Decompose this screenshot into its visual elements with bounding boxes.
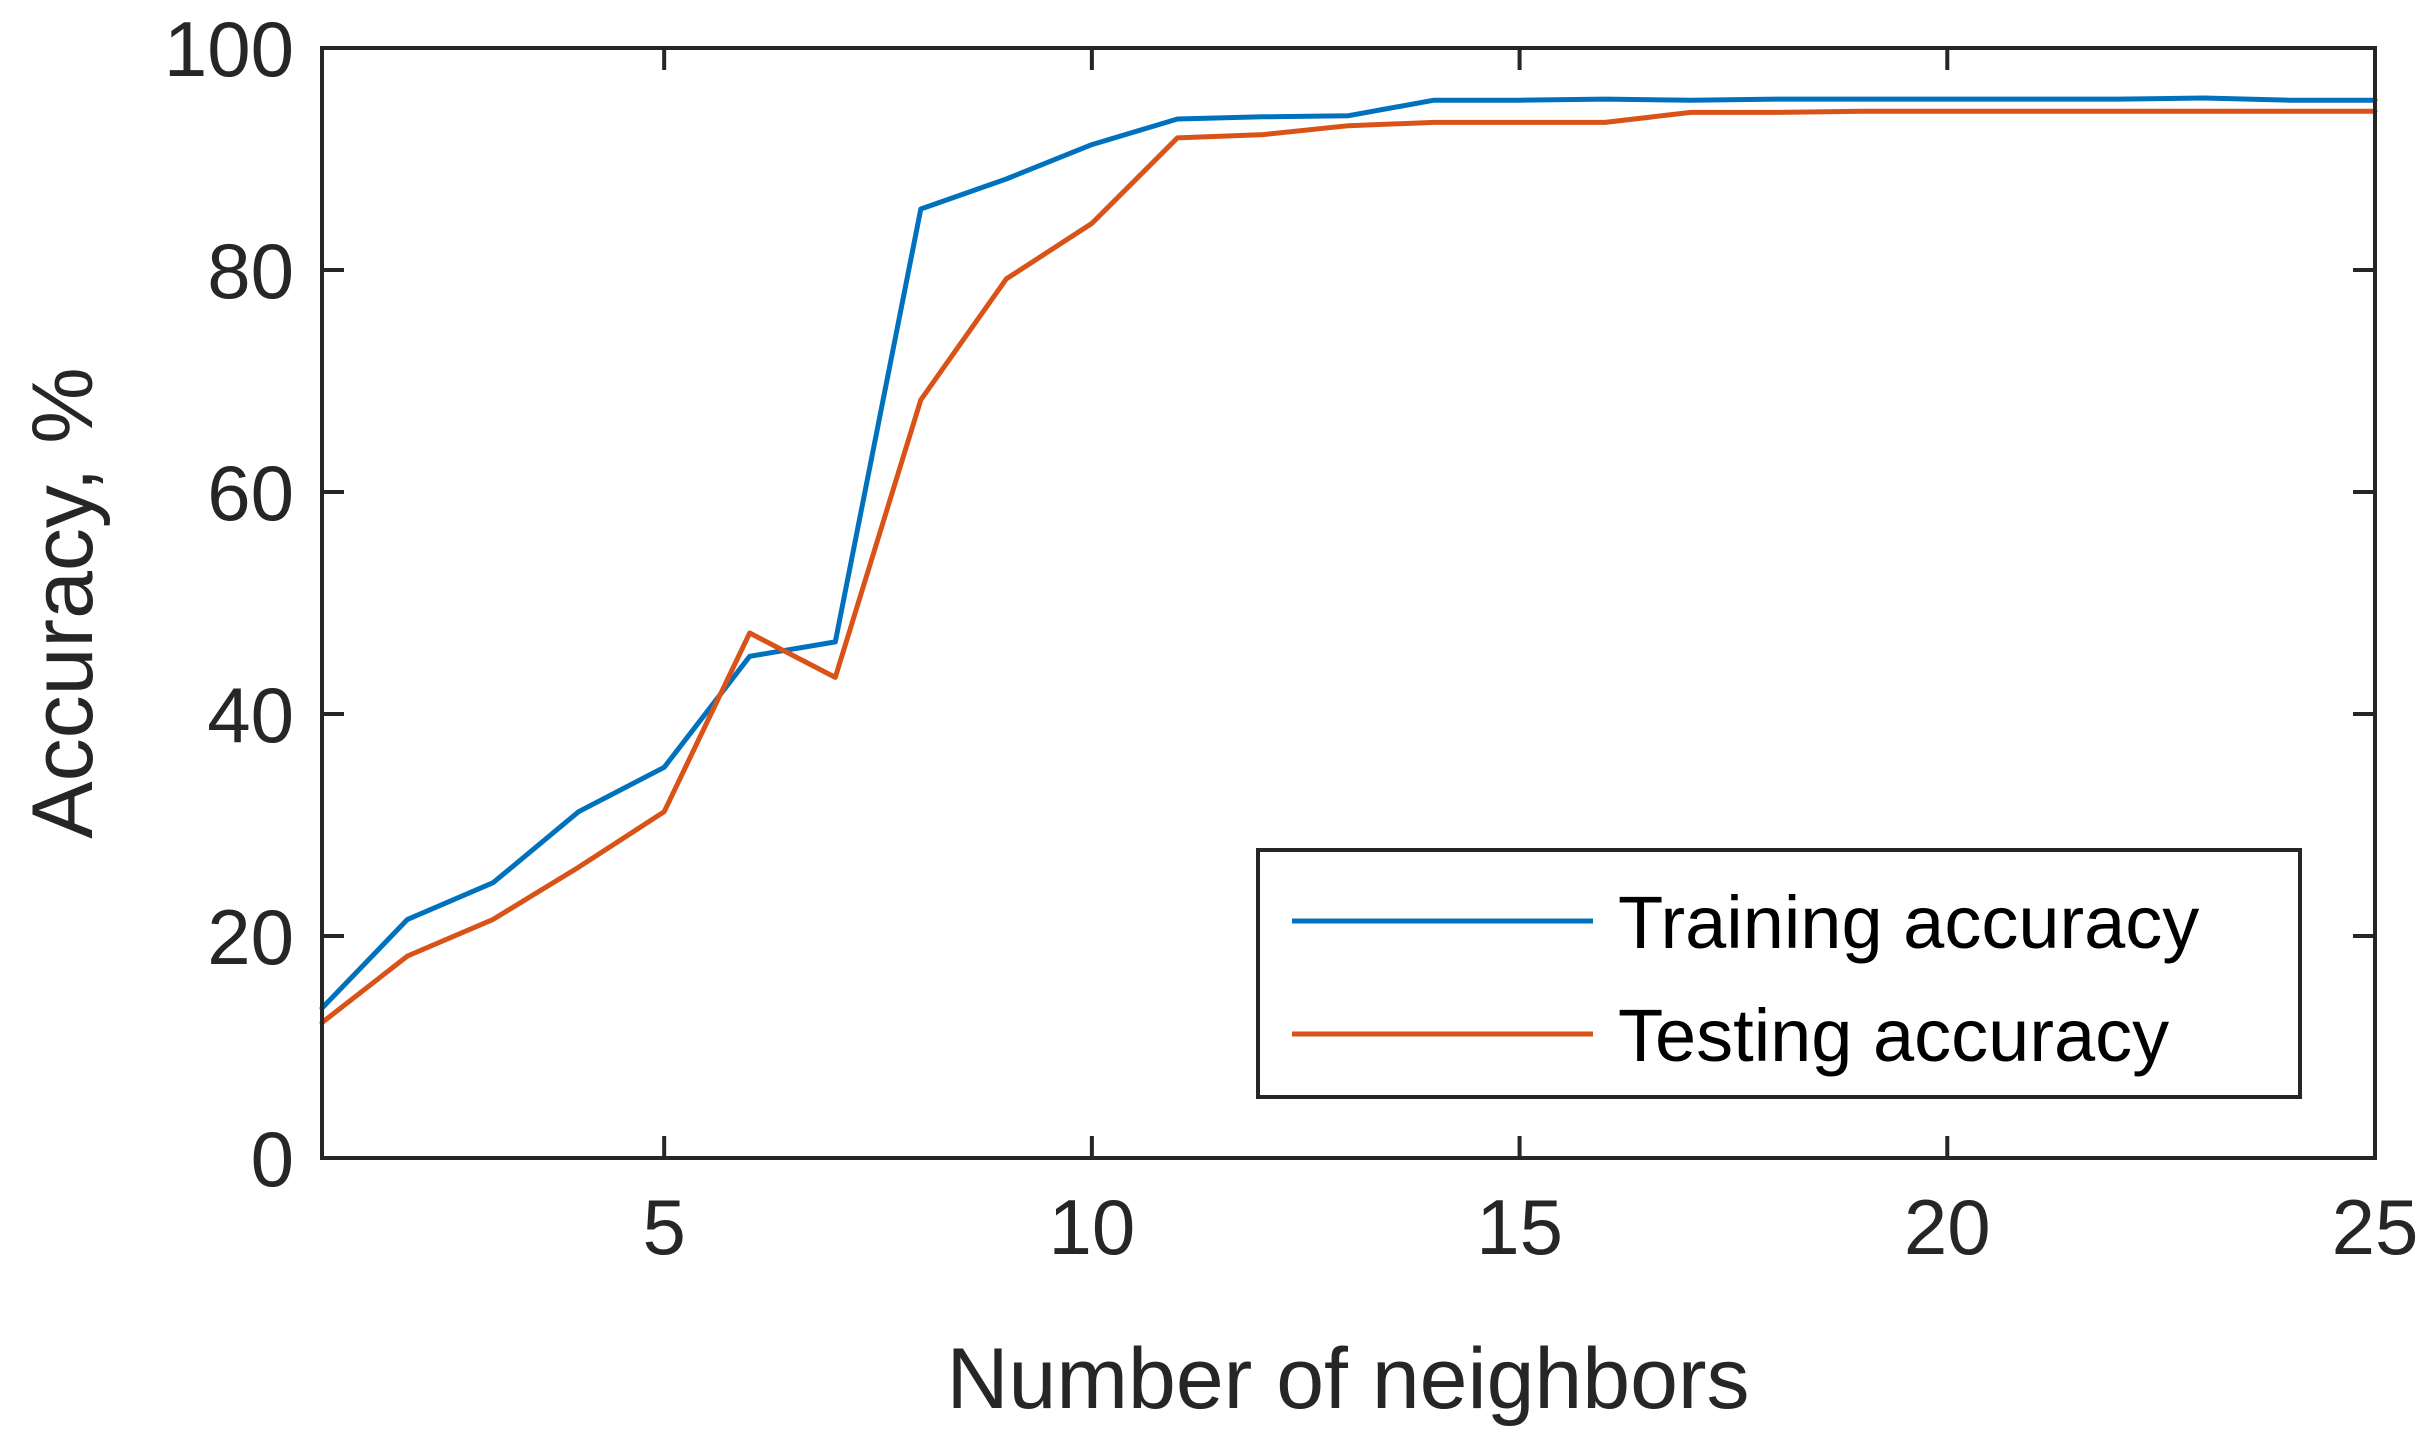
plot-area-frame [320, 46, 2377, 1160]
x-tick-label: 5 [642, 1183, 685, 1271]
series-line-training [319, 95, 2378, 1011]
y-tick-label: 40 [207, 671, 294, 759]
legend-label-testing: Testing accuracy [1618, 994, 2169, 1077]
y-axis-title: Accuracy, % [15, 367, 111, 839]
series-line-testing [319, 108, 2378, 1026]
y-tick-label: 20 [207, 893, 294, 981]
y-tick-label: 0 [251, 1115, 294, 1203]
y-tick-label: 80 [207, 227, 294, 315]
y-axis-ticks: 0 20 40 60 80 100 [164, 5, 2375, 1203]
x-tick-label: 10 [1048, 1183, 1135, 1271]
plot-series-group [319, 95, 2378, 1026]
x-tick-label: 15 [1476, 1183, 1563, 1271]
x-axis-ticks: 5 10 15 20 25 [642, 48, 2418, 1271]
x-tick-label: 25 [2332, 1183, 2419, 1271]
x-tick-label: 20 [1904, 1183, 1991, 1271]
legend-box [1256, 848, 2302, 1099]
legend: Training accuracy Testing accuracy [1256, 848, 2302, 1099]
legend-label-training: Training accuracy [1618, 881, 2199, 964]
y-tick-label: 60 [207, 449, 294, 537]
x-axis-title: Number of neighbors [946, 1331, 1749, 1427]
y-tick-label: 100 [164, 5, 294, 93]
